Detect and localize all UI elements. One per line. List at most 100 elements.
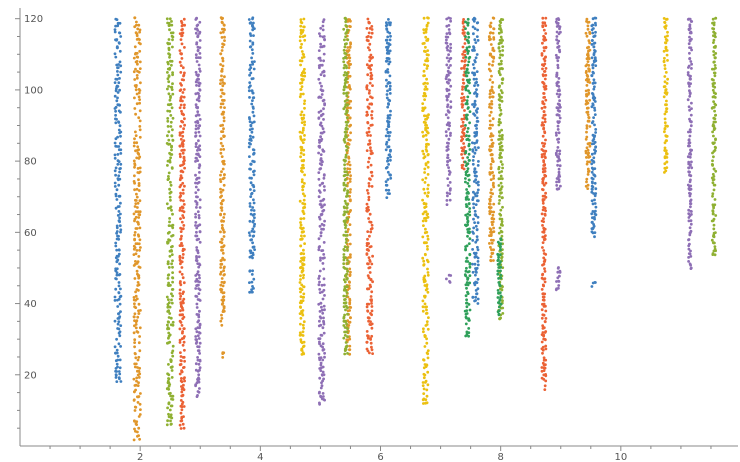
data-point bbox=[556, 270, 560, 274]
data-point bbox=[466, 276, 469, 280]
data-point bbox=[711, 84, 715, 88]
data-point bbox=[476, 28, 479, 32]
data-point bbox=[301, 202, 305, 205]
data-point bbox=[343, 71, 347, 74]
data-point bbox=[222, 235, 226, 238]
data-point bbox=[319, 42, 322, 46]
data-point bbox=[220, 302, 224, 306]
data-point bbox=[132, 438, 136, 442]
data-point bbox=[248, 249, 252, 253]
data-point bbox=[318, 183, 322, 187]
data-point bbox=[385, 21, 388, 25]
data-point bbox=[133, 107, 137, 110]
data-point bbox=[221, 226, 224, 230]
data-point bbox=[166, 87, 169, 91]
data-point bbox=[169, 419, 172, 423]
data-point bbox=[422, 327, 425, 331]
data-point bbox=[388, 84, 392, 88]
data-point bbox=[116, 205, 120, 209]
data-point bbox=[489, 135, 492, 138]
data-point bbox=[475, 292, 478, 296]
data-point bbox=[321, 342, 325, 346]
data-point bbox=[182, 155, 186, 159]
data-point bbox=[198, 124, 202, 128]
data-point bbox=[501, 306, 505, 310]
data-point bbox=[198, 32, 201, 35]
data-point bbox=[223, 173, 226, 177]
data-point bbox=[468, 121, 471, 125]
data-point bbox=[345, 206, 349, 210]
data-point bbox=[445, 56, 449, 60]
data-point bbox=[299, 306, 302, 309]
data-point bbox=[501, 285, 504, 289]
data-point bbox=[488, 234, 491, 238]
point-column-2-3 bbox=[710, 16, 718, 257]
data-point bbox=[249, 195, 253, 199]
data-point bbox=[543, 260, 547, 263]
data-point bbox=[467, 202, 471, 205]
data-point bbox=[368, 260, 372, 263]
data-point bbox=[194, 215, 198, 219]
data-point bbox=[687, 166, 691, 170]
data-point bbox=[446, 48, 449, 52]
data-point bbox=[198, 368, 201, 372]
data-point bbox=[591, 177, 595, 181]
data-point bbox=[248, 21, 252, 25]
data-point bbox=[467, 317, 471, 320]
data-point bbox=[541, 178, 545, 182]
data-point bbox=[222, 119, 226, 123]
data-point bbox=[476, 191, 479, 195]
data-point bbox=[196, 121, 200, 125]
data-point bbox=[179, 419, 183, 423]
data-point bbox=[139, 246, 142, 249]
data-point bbox=[664, 88, 668, 92]
data-point bbox=[468, 207, 472, 210]
data-point bbox=[138, 413, 142, 416]
data-point bbox=[167, 401, 171, 405]
data-point bbox=[343, 167, 347, 171]
data-point bbox=[665, 49, 668, 52]
data-point bbox=[590, 285, 594, 288]
data-point bbox=[342, 253, 346, 256]
data-point bbox=[194, 274, 198, 277]
data-point bbox=[346, 181, 350, 185]
data-point bbox=[689, 202, 693, 206]
data-point bbox=[194, 224, 197, 227]
data-point bbox=[473, 255, 477, 259]
data-point bbox=[221, 84, 225, 88]
data-point bbox=[541, 246, 544, 249]
data-point bbox=[317, 283, 321, 287]
data-point bbox=[424, 35, 428, 39]
data-point bbox=[252, 198, 255, 202]
data-point bbox=[591, 102, 595, 106]
data-point bbox=[250, 56, 254, 60]
data-point bbox=[179, 411, 183, 415]
data-point bbox=[116, 153, 120, 156]
data-point bbox=[219, 63, 223, 66]
data-point bbox=[422, 187, 426, 191]
data-point bbox=[322, 130, 326, 134]
data-point bbox=[488, 24, 492, 27]
data-point bbox=[541, 273, 544, 277]
data-point bbox=[220, 74, 223, 78]
data-point bbox=[183, 379, 187, 383]
data-point bbox=[135, 38, 139, 41]
data-point bbox=[171, 226, 175, 230]
data-point bbox=[689, 46, 693, 50]
data-point bbox=[663, 67, 667, 70]
data-point bbox=[298, 281, 302, 284]
data-point bbox=[421, 102, 425, 105]
data-point bbox=[587, 20, 591, 24]
data-point bbox=[541, 331, 545, 334]
data-point bbox=[317, 248, 321, 252]
data-point bbox=[198, 69, 202, 73]
data-point bbox=[466, 292, 470, 295]
data-point bbox=[223, 258, 226, 262]
data-point bbox=[169, 180, 172, 184]
data-point bbox=[501, 312, 505, 315]
data-point bbox=[343, 298, 346, 301]
data-point bbox=[180, 416, 184, 420]
data-point bbox=[248, 155, 251, 159]
data-point bbox=[688, 94, 692, 98]
data-point bbox=[181, 170, 185, 174]
